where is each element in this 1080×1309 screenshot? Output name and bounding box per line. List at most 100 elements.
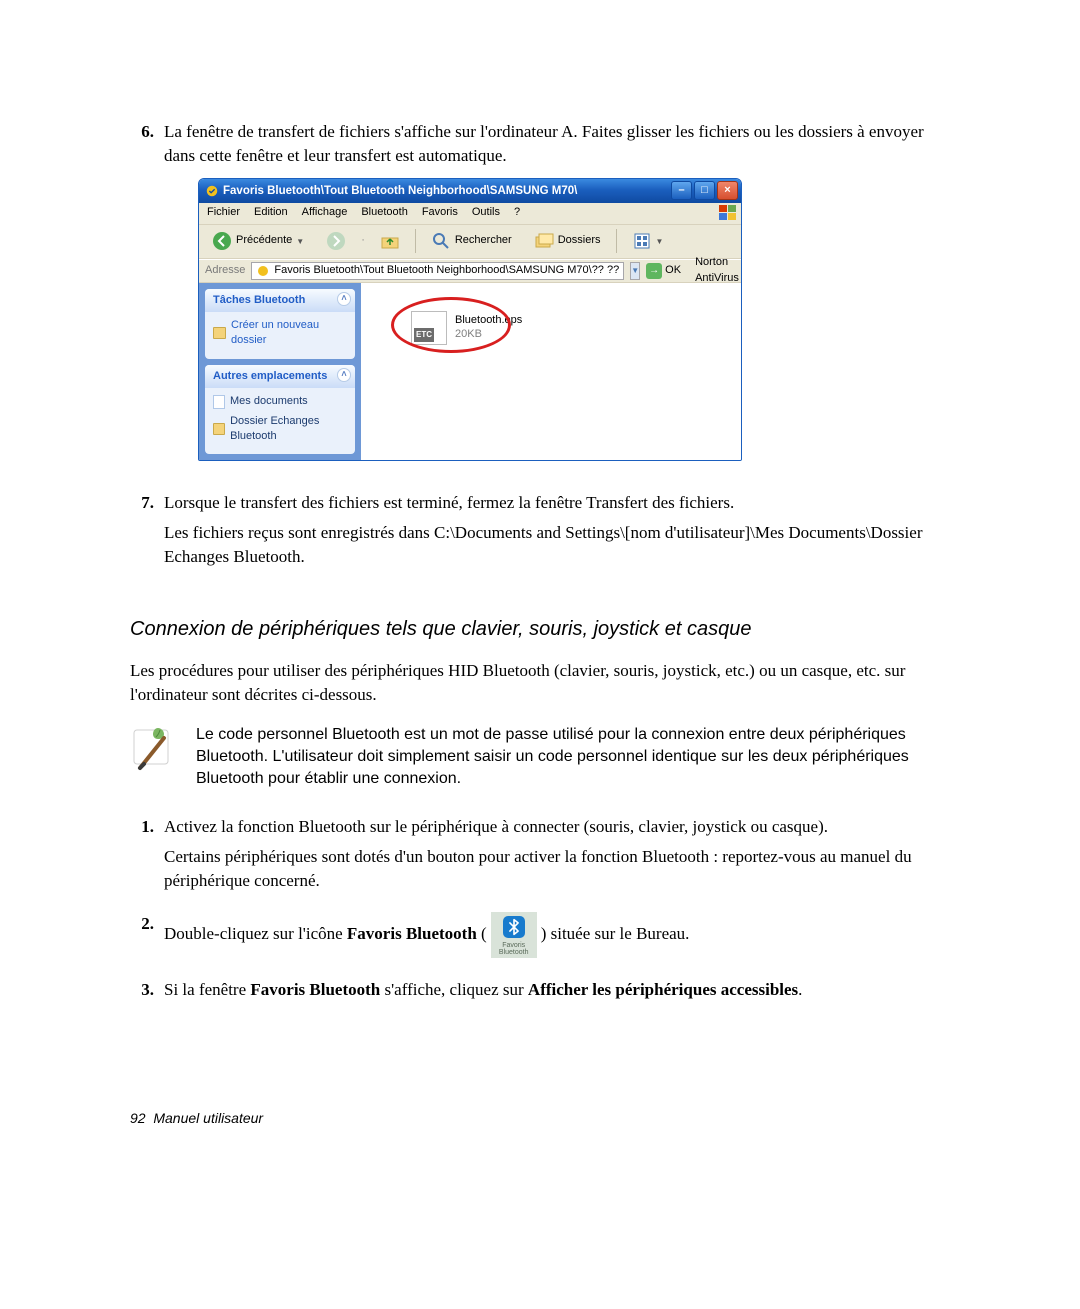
search-button[interactable]: Rechercher	[424, 228, 519, 254]
step-2-bold: Favoris Bluetooth	[347, 924, 477, 943]
toolbar-sep-2	[616, 229, 617, 253]
back-dropdown-icon: ▼	[296, 236, 304, 247]
menu-tools[interactable]: Outils	[472, 205, 500, 220]
panel-tasks-title: Tâches Bluetooth	[213, 294, 305, 306]
close-button[interactable]: ×	[717, 181, 738, 200]
windows-flag-icon	[719, 205, 737, 221]
step-7b: Les fichiers reçus sont enregistrés dans…	[164, 521, 950, 569]
step-number: 7.	[130, 491, 164, 574]
panel-places-title: Autres emplacements	[213, 370, 327, 382]
step-body: La fenêtre de transfert de fichiers s'af…	[164, 120, 950, 477]
menubar: Fichier Edition Affichage Bluetooth Favo…	[199, 203, 741, 225]
new-folder-label: Créer un nouveau dossier	[231, 318, 347, 349]
toolbar-sep	[415, 229, 416, 253]
step-7a: Lorsque le transfert des fichiers est te…	[164, 491, 950, 515]
back-label: Précédente	[236, 233, 292, 248]
sidebar-item-mydocs[interactable]: Mes documents	[213, 392, 347, 411]
folder-icon-2	[213, 423, 225, 435]
folder-up-icon	[380, 231, 400, 251]
page-footer: 92 Manuel utilisateur	[130, 1109, 263, 1129]
menu-view[interactable]: Affichage	[302, 205, 348, 220]
step-7: 7. Lorsque le transfert des fichiers est…	[130, 491, 950, 574]
step-6-text: La fenêtre de transfert de fichiers s'af…	[164, 120, 950, 168]
folders-button[interactable]: Dossiers	[527, 228, 608, 254]
btfolder-label: Dossier Echanges Bluetooth	[230, 414, 347, 445]
window-title: Favoris Bluetooth\Tout Bluetooth Neighbo…	[223, 183, 671, 199]
window-body: Tâches Bluetooth ˄ Créer un nouveau doss…	[199, 283, 741, 461]
toolbar-dash: ·	[361, 233, 365, 248]
address-path: Favoris Bluetooth\Tout Bluetooth Neighbo…	[274, 263, 619, 278]
collapse-icon-2: ˄	[337, 368, 351, 382]
views-button[interactable]: ▼	[625, 228, 671, 254]
content-area: ETC Bluetooth.eps 20KB	[361, 283, 741, 461]
menu-favorites[interactable]: Favoris	[422, 205, 458, 220]
forward-button[interactable]	[319, 228, 353, 254]
views-dropdown-icon: ▼	[656, 236, 664, 247]
panel-places-head[interactable]: Autres emplacements ˄	[205, 365, 355, 388]
menu-file[interactable]: Fichier	[207, 205, 240, 220]
step-list-top: 6. La fenêtre de transfert de fichiers s…	[130, 120, 950, 575]
step-2-close: ) située sur le Bureau.	[541, 924, 690, 943]
step-3-line: Si la fenêtre Favoris Bluetooth s'affich…	[164, 978, 950, 1002]
note-icon	[130, 724, 178, 772]
maximize-button[interactable]: □	[694, 181, 715, 200]
panel-places: Autres emplacements ˄ Mes documents	[205, 365, 355, 455]
chevron-down-icon: ▼	[631, 265, 639, 276]
views-icon	[632, 231, 652, 251]
step-3-b2: Afficher les périphériques accessibles	[528, 980, 798, 999]
window-buttons: – □ ×	[671, 181, 738, 200]
document-icon	[213, 395, 225, 409]
step-list-bottom: 1. Activez la fonction Bluetooth sur le …	[130, 815, 950, 1008]
forward-icon	[326, 231, 346, 251]
folders-icon	[534, 231, 554, 251]
sidebar-item-btfolder[interactable]: Dossier Echanges Bluetooth	[213, 412, 347, 447]
step-6: 6. La fenêtre de transfert de fichiers s…	[130, 120, 950, 477]
norton-label: Norton AntiVirus	[695, 255, 742, 286]
step-body: Lorsque le transfert des fichiers est te…	[164, 491, 950, 574]
panel-tasks-head[interactable]: Tâches Bluetooth ˄	[205, 289, 355, 312]
bluetooth-icon	[503, 916, 525, 938]
step-body: Activez la fonction Bluetooth sur le pér…	[164, 815, 950, 898]
step-1a: Activez la fonction Bluetooth sur le pér…	[164, 815, 950, 839]
intro-paragraph: Les procédures pour utiliser des périphé…	[130, 659, 950, 707]
address-label: Adresse	[205, 263, 245, 278]
titlebar: Favoris Bluetooth\Tout Bluetooth Neighbo…	[199, 179, 741, 203]
address-dropdown[interactable]: ▼	[630, 262, 640, 280]
file-item[interactable]: ETC Bluetooth.eps 20KB	[411, 311, 522, 345]
menu-help[interactable]: ?	[514, 205, 520, 220]
sidebar-item-new-folder[interactable]: Créer un nouveau dossier	[213, 316, 347, 351]
step-3-pre: Si la fenêtre	[164, 980, 250, 999]
search-label: Rechercher	[455, 233, 512, 248]
note-text: Le code personnel Bluetooth est un mot d…	[196, 724, 950, 789]
address-field[interactable]: Favoris Bluetooth\Tout Bluetooth Neighbo…	[251, 262, 624, 280]
step-number: 2.	[130, 912, 164, 964]
toolbar: Précédente ▼ · Rechercher	[199, 225, 741, 259]
step-number: 3.	[130, 978, 164, 1008]
sidebar: Tâches Bluetooth ˄ Créer un nouveau doss…	[199, 283, 361, 461]
up-button[interactable]	[373, 228, 407, 254]
collapse-icon: ˄	[337, 292, 351, 306]
go-button[interactable]: → OK	[646, 263, 681, 279]
menu-bluetooth[interactable]: Bluetooth	[361, 205, 407, 220]
back-button[interactable]: Précédente ▼	[205, 228, 311, 254]
address-bar: Adresse Favoris Bluetooth\Tout Bluetooth…	[199, 259, 741, 283]
folder-icon	[213, 327, 226, 339]
footer-label: Manuel utilisateur	[153, 1110, 263, 1126]
norton-section: Norton AntiVirus ▾	[695, 255, 742, 286]
step-body: Si la fenêtre Favoris Bluetooth s'affich…	[164, 978, 950, 1008]
address-icon	[256, 264, 270, 278]
back-icon	[212, 231, 232, 251]
page-number: 92	[130, 1110, 146, 1126]
step-number: 6.	[130, 120, 164, 477]
minimize-button[interactable]: –	[671, 181, 692, 200]
section-heading: Connexion de périphériques tels que clav…	[130, 615, 950, 643]
step-body: Double-cliquez sur l'icône Favoris Bluet…	[164, 912, 950, 964]
go-label: OK	[665, 263, 681, 278]
step-1b: Certains périphériques sont dotés d'un b…	[164, 845, 950, 893]
step-3-mid: s'affiche, cliquez sur	[380, 980, 528, 999]
menu-edit[interactable]: Edition	[254, 205, 288, 220]
step-3-b1: Favoris Bluetooth	[250, 980, 380, 999]
file-thumb: ETC	[411, 311, 447, 345]
folders-label: Dossiers	[558, 233, 601, 248]
go-icon: →	[646, 263, 662, 279]
